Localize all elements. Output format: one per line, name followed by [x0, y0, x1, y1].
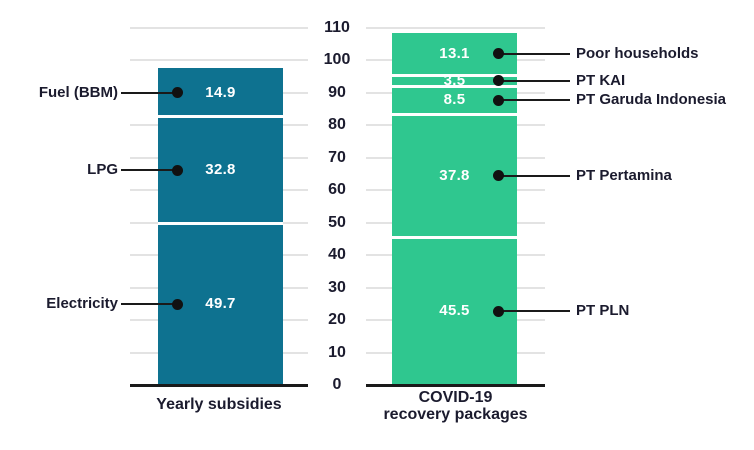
segment-label-electricity: Electricity [46, 295, 118, 313]
leader-dot-poor-households [492, 48, 504, 60]
leader-dot-lpg [171, 164, 183, 176]
x-axis-baseline-covid-19-recovery-packages [366, 383, 545, 387]
leader-line-lpg [121, 169, 177, 172]
y-tick-label-0: 0 [332, 376, 342, 393]
segment-separator [158, 115, 283, 119]
segment-value-pt-kai: 3.5 [443, 71, 466, 89]
x-axis-baseline-yearly-subsidies [130, 383, 308, 387]
y-tick-label-40: 40 [328, 246, 346, 263]
y-tick-label-110: 110 [324, 18, 350, 36]
y-tick-label-30: 30 [328, 278, 346, 296]
leader-dot-electricity [171, 298, 183, 310]
gridline-100 [130, 59, 308, 61]
segment-label-pt-pln: PT PLN [576, 302, 630, 320]
leader-line-pt-garuda-indonesia [498, 99, 570, 102]
segment-value-pt-pln: 45.5 [439, 302, 470, 320]
segment-label-pt-pertamina: PT Pertamina [576, 166, 672, 184]
segment-value-electricity: 49.7 [205, 295, 236, 313]
y-tick-label-50: 50 [328, 213, 346, 231]
y-tick-label-10: 10 [328, 343, 346, 361]
segment-value-pt-pertamina: 37.8 [439, 166, 470, 184]
segment-separator [158, 221, 283, 225]
category-label-yearly-subsidies: Yearly subsidies [130, 396, 308, 413]
segment-separator [392, 85, 517, 89]
category-label-line: Yearly subsidies [156, 396, 282, 413]
leader-line-poor-households [498, 52, 570, 55]
segment-label-pt-garuda-indonesia: PT Garuda Indonesia [576, 91, 727, 109]
leader-line-electricity [121, 303, 177, 306]
leader-line-pt-pln [498, 310, 570, 313]
segment-label-pt-kai: PT KAI [576, 71, 626, 89]
segment-value-fuel-bbm: 14.9 [205, 83, 236, 101]
leader-dot-fuel-bbm [171, 87, 183, 99]
segment-separator [392, 235, 517, 239]
category-label-line: recovery packages [383, 406, 528, 423]
leader-dot-pt-kai [492, 75, 504, 87]
segment-value-poor-households: 13.1 [439, 44, 470, 62]
segment-label-poor-households: Poor households [576, 44, 699, 62]
leader-line-pt-kai [498, 79, 570, 82]
segment-value-lpg: 32.8 [205, 161, 236, 179]
bar-segment-pt-kai [392, 75, 517, 87]
gridline-110 [130, 26, 308, 29]
y-tick-label-100: 100 [323, 51, 351, 68]
segment-separator [392, 73, 517, 77]
y-tick-label-20: 20 [328, 311, 346, 328]
leader-line-fuel-bbm [121, 91, 177, 94]
segment-label-lpg: LPG [87, 161, 118, 179]
category-label-covid-19-recovery-packages: COVID-19 recovery packages [366, 389, 545, 423]
segment-separator [392, 112, 517, 116]
leader-dot-pt-pln [492, 305, 504, 317]
y-tick-label-90: 90 [328, 83, 346, 101]
y-tick-label-80: 80 [328, 116, 346, 133]
category-label-line: COVID-19 [418, 389, 493, 406]
segment-label-fuel-bbm: Fuel (BBM) [38, 83, 118, 101]
y-tick-label-60: 60 [328, 181, 346, 198]
leader-line-pt-pertamina [498, 174, 570, 177]
y-tick-label-70: 70 [328, 148, 346, 166]
segment-value-pt-garuda-indonesia: 8.5 [443, 91, 466, 109]
leader-dot-pt-pertamina [492, 170, 504, 182]
leader-dot-pt-garuda-indonesia [492, 94, 504, 106]
gridline-110 [366, 26, 545, 29]
